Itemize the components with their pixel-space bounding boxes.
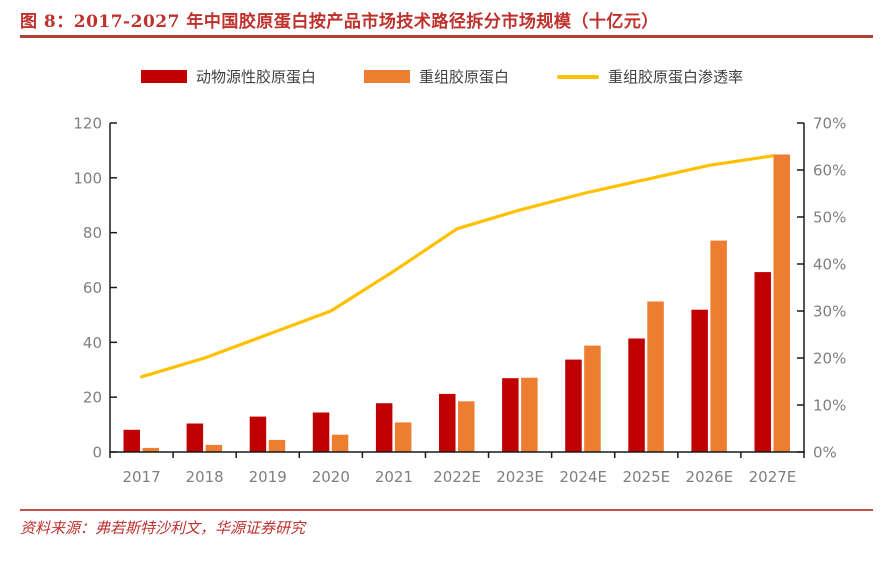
legend-swatch-recombinant-icon [363, 70, 410, 83]
legend-item-penetration-rate: 重组胶原蛋白渗透率 [557, 66, 743, 87]
bar-recombinant-2017 [142, 447, 159, 452]
bar-animal-2020 [312, 412, 330, 452]
legend-swatch-line-icon [557, 74, 599, 79]
legend-label-animal: 动物源性胶原蛋白 [195, 68, 316, 86]
x-axis-label: 2017 [122, 468, 160, 486]
x-axis-label: 2022E [433, 468, 481, 486]
bar-recombinant-2026E [710, 240, 727, 452]
legend-item-animal-collagen: 动物源性胶原蛋白 [140, 66, 316, 87]
footer-divider [20, 509, 873, 511]
bar-recombinant-2022E [458, 401, 475, 452]
legend-label-recombinant: 重组胶原蛋白 [418, 68, 509, 86]
x-axis-label: 2024E [559, 468, 607, 486]
left-axis-label: 20 [83, 389, 102, 407]
x-axis-label: 2026E [686, 468, 734, 486]
bar-animal-2026E [691, 309, 708, 452]
bar-animal-2021 [375, 403, 393, 452]
bar-recombinant-2018 [205, 444, 223, 452]
left-axis-label: 120 [73, 115, 102, 133]
right-axis-label: 20% [813, 350, 846, 368]
title-divider [20, 35, 873, 38]
left-axis-label: 40 [83, 334, 102, 352]
right-axis-label: 10% [813, 397, 846, 415]
bar-recombinant-2020 [331, 434, 349, 452]
bar-animal-2023E [502, 378, 519, 452]
x-axis-label: 2020 [312, 468, 350, 486]
left-axis-label: 80 [83, 224, 102, 242]
bar-recombinant-2023E [521, 377, 538, 452]
legend-swatch-animal-icon [140, 70, 187, 83]
legend-item-recombinant-collagen: 重组胶原蛋白 [363, 66, 509, 87]
bar-animal-2017 [123, 429, 140, 452]
x-axis-label: 2019 [249, 468, 287, 486]
x-axis-label: 2018 [186, 468, 224, 486]
x-axis-label: 2027E [749, 468, 797, 486]
right-axis-label: 60% [813, 162, 846, 180]
right-axis-label: 40% [813, 256, 846, 274]
chart-legend: 动物源性胶原蛋白 重组胶原蛋白 重组胶原蛋白渗透率 [0, 66, 884, 87]
bar-recombinant-2021 [394, 422, 412, 452]
left-axis-label: 60 [83, 279, 102, 297]
bar-animal-2022E [439, 393, 456, 452]
right-axis-label: 0% [813, 444, 837, 462]
bar-recombinant-2025E [647, 301, 664, 452]
source-note: 资料来源：弗若斯特沙利文，华源证券研究 [20, 519, 306, 537]
bar-recombinant-2027E [773, 154, 790, 452]
x-axis-label: 2023E [496, 468, 544, 486]
bar-animal-2019 [249, 416, 267, 452]
x-axis-label: 2021 [375, 468, 413, 486]
legend-label-penetration: 重组胶原蛋白渗透率 [608, 68, 744, 86]
left-axis-label: 0 [92, 444, 102, 462]
penetration-rate-line [139, 154, 775, 379]
left-axis-label: 100 [73, 169, 102, 187]
figure-title: 图 8：2017-2027 年中国胶原蛋白按产品市场技术路径拆分市场规模（十亿元… [20, 12, 659, 32]
bar-animal-2024E [565, 359, 582, 452]
bar-animal-2027E [754, 272, 771, 452]
bar-animal-2018 [186, 423, 204, 452]
x-axis-label: 2025E [622, 468, 670, 486]
bar-recombinant-2024E [584, 345, 601, 452]
bar-animal-2025E [628, 338, 645, 452]
right-axis-label: 30% [813, 303, 846, 321]
right-axis-label: 50% [813, 209, 846, 227]
bar-recombinant-2019 [268, 439, 286, 452]
right-axis-label: 70% [813, 115, 846, 133]
